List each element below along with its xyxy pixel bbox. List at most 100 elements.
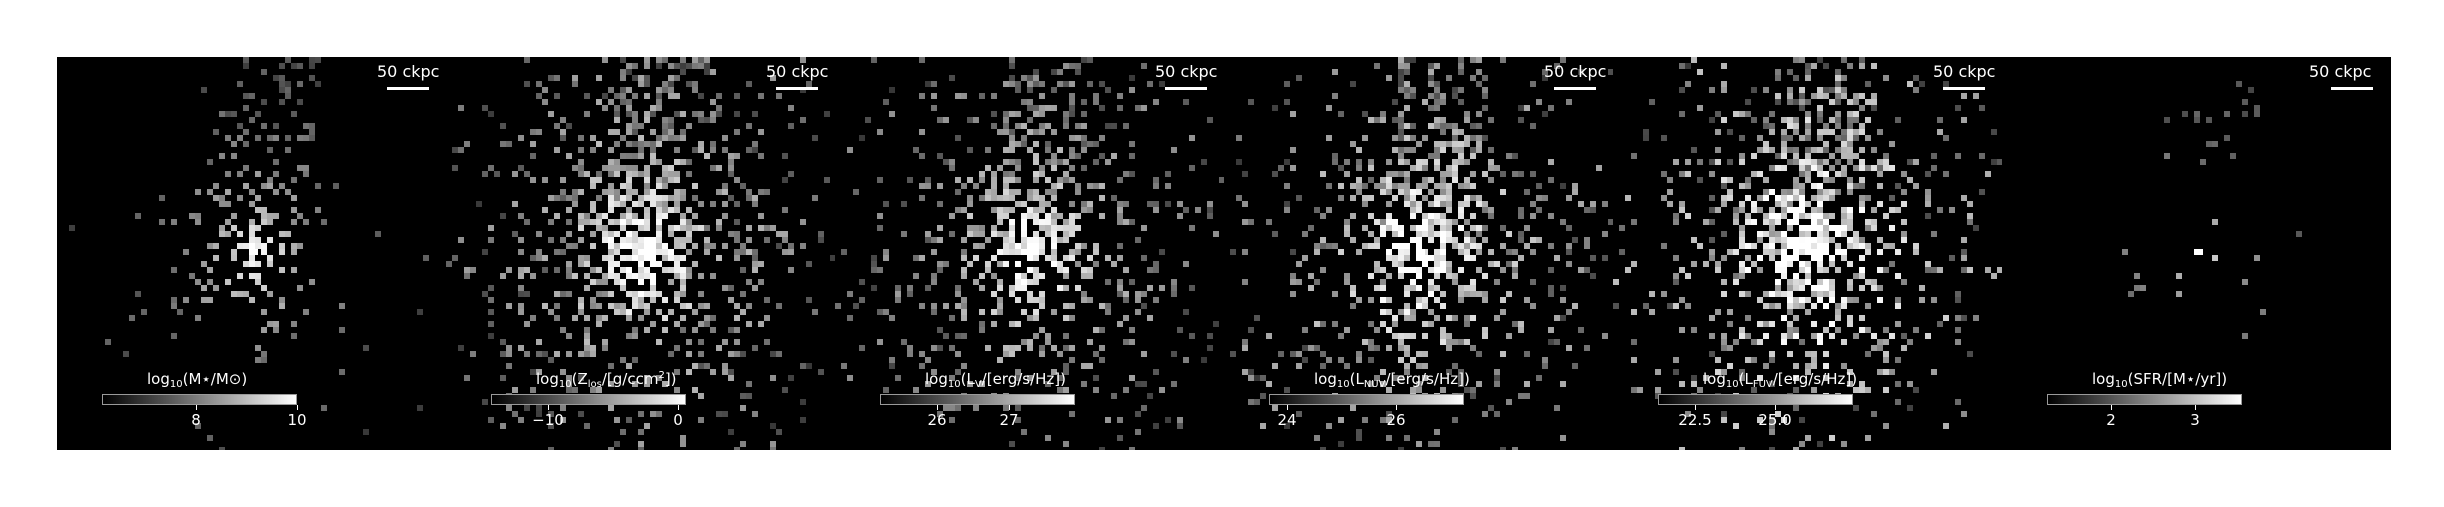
map-pixel: [626, 99, 632, 105]
map-pixel: [1057, 177, 1063, 183]
map-pixel: [1081, 135, 1087, 141]
map-pixel: [1003, 111, 1009, 117]
map-pixel: [626, 417, 632, 423]
map-pixel: [1739, 231, 1745, 237]
map-pixel: [1404, 249, 1410, 255]
map-pixel: [1655, 387, 1661, 393]
map-pixel: [1769, 147, 1775, 153]
map-pixel: [1889, 225, 1895, 231]
map-pixel: [1063, 237, 1069, 243]
map-pixel: [572, 195, 578, 201]
map-pixel: [638, 201, 644, 207]
map-pixel: [1877, 267, 1883, 273]
map-pixel: [1356, 351, 1362, 357]
map-pixel: [1362, 201, 1368, 207]
map-pixel: [1859, 381, 1865, 387]
map-pixel: [608, 165, 614, 171]
map-pixel: [1033, 111, 1039, 117]
map-pixel: [1835, 159, 1841, 165]
map-pixel: [1446, 225, 1452, 231]
map-pixel: [1248, 99, 1254, 105]
map-pixel: [1236, 159, 1242, 165]
map-pixel: [937, 117, 943, 123]
colorbar: [1658, 394, 1853, 405]
map-pixel: [1829, 237, 1835, 243]
map-pixel: [1362, 243, 1368, 249]
map-pixel: [1835, 99, 1841, 105]
map-pixel: [1829, 291, 1835, 297]
map-pixel: [1769, 321, 1775, 327]
map-pixel: [752, 345, 758, 351]
map-pixel: [596, 225, 602, 231]
map-pixel: [752, 285, 758, 291]
map-pixel: [806, 363, 812, 369]
map-pixel: [973, 405, 979, 411]
map-pixel: [1266, 219, 1272, 225]
map-pixel: [602, 57, 608, 63]
map-pixel: [602, 279, 608, 285]
map-pixel: [1260, 393, 1266, 399]
map-pixel: [1045, 105, 1051, 111]
map-pixel: [1404, 81, 1410, 87]
map-pixel: [542, 303, 548, 309]
map-pixel: [698, 63, 704, 69]
map-pixel: [1955, 315, 1961, 321]
map-pixel: [1123, 201, 1129, 207]
map-pixel: [518, 273, 524, 279]
map-pixel: [524, 171, 530, 177]
map-pixel: [1386, 189, 1392, 195]
map-pixel: [1781, 339, 1787, 345]
map-pixel: [656, 213, 662, 219]
map-pixel: [1458, 225, 1464, 231]
map-pixel: [728, 195, 734, 201]
map-pixel: [1835, 189, 1841, 195]
map-pixel: [1817, 219, 1823, 225]
map-pixel: [1284, 99, 1290, 105]
map-pixel: [716, 219, 722, 225]
map-pixel: [1811, 363, 1817, 369]
map-pixel: [1386, 171, 1392, 177]
map-pixel: [596, 219, 602, 225]
map-pixel: [1482, 171, 1488, 177]
map-pixel: [698, 363, 704, 369]
map-pixel: [638, 441, 644, 447]
map-pixel: [602, 105, 608, 111]
map-pixel: [650, 159, 656, 165]
map-pixel: [1332, 243, 1338, 249]
map-pixel: [1877, 165, 1883, 171]
map-pixel: [255, 273, 261, 279]
map-pixel: [536, 231, 542, 237]
map-pixel: [680, 285, 686, 291]
map-pixel: [1859, 315, 1865, 321]
map-pixel: [752, 267, 758, 273]
map-pixel: [1027, 147, 1033, 153]
map-pixel: [1697, 387, 1703, 393]
map-pixel: [1781, 231, 1787, 237]
map-pixel: [1673, 159, 1679, 165]
map-pixel: [1404, 87, 1410, 93]
map-pixel: [363, 429, 369, 435]
map-pixel: [1763, 231, 1769, 237]
map-pixel: [620, 75, 626, 81]
map-pixel: [1721, 87, 1727, 93]
map-pixel: [578, 255, 584, 261]
map-pixel: [638, 195, 644, 201]
map-pixel: [1751, 243, 1757, 249]
map-pixel: [644, 381, 650, 387]
map-pixel: [1871, 207, 1877, 213]
map-pixel: [1685, 303, 1691, 309]
map-pixel: [1350, 81, 1356, 87]
map-pixel: [632, 165, 638, 171]
map-pixel: [674, 189, 680, 195]
map-pixel: [1781, 267, 1787, 273]
map-pixel: [1787, 219, 1793, 225]
map-pixel: [1440, 261, 1446, 267]
map-pixel: [1661, 243, 1667, 249]
map-pixel: [1374, 63, 1380, 69]
map-pixel: [1530, 237, 1536, 243]
map-pixel: [596, 387, 602, 393]
map-pixel: [279, 231, 285, 237]
colorbar-tick-label: 8: [191, 411, 201, 429]
map-pixel: [417, 309, 423, 315]
map-pixel: [961, 303, 967, 309]
